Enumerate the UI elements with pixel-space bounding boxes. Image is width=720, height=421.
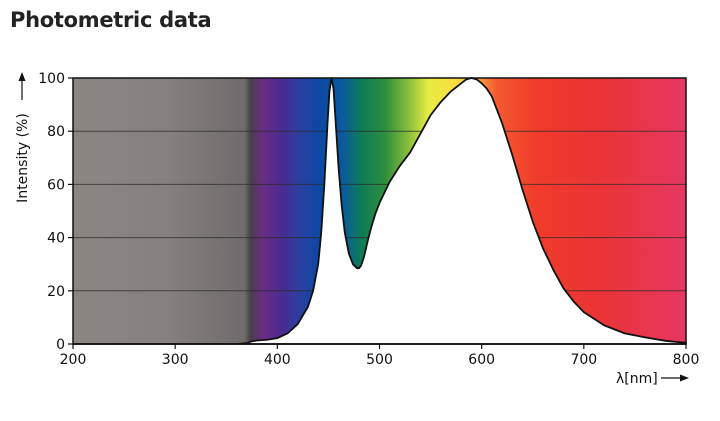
- x-tick-label: 700: [570, 352, 597, 368]
- y-tick-label: 40: [47, 231, 65, 247]
- y-tick-label: 80: [47, 124, 65, 140]
- y-axis-title: Intensity (%): [15, 113, 31, 203]
- y-tick-label: 60: [47, 177, 65, 193]
- y-axis-arrow-icon: [18, 72, 26, 81]
- x-tick-label: 800: [673, 352, 700, 368]
- x-axis-arrow-icon: [680, 374, 689, 382]
- y-tick-label: 0: [56, 337, 65, 353]
- y-axis-ticks: 0 20 40 60 80 100: [38, 71, 73, 353]
- x-axis-title-group: λ[nm]: [616, 371, 689, 387]
- y-tick-label: 20: [47, 284, 65, 300]
- page-title: Photometric data: [10, 8, 212, 32]
- x-tick-label: 600: [468, 352, 495, 368]
- y-tick-label: 100: [38, 71, 65, 87]
- x-axis-ticks: 200 300 400 500 600 700 800: [60, 344, 700, 368]
- x-tick-label: 500: [366, 352, 393, 368]
- x-tick-label: 400: [264, 352, 291, 368]
- x-tick-label: 300: [162, 352, 189, 368]
- x-tick-label: 200: [60, 352, 87, 368]
- y-axis-title-group: Intensity (%): [15, 72, 31, 203]
- x-axis-title: λ[nm]: [616, 371, 658, 387]
- spectrum-curve: [72, 77, 687, 345]
